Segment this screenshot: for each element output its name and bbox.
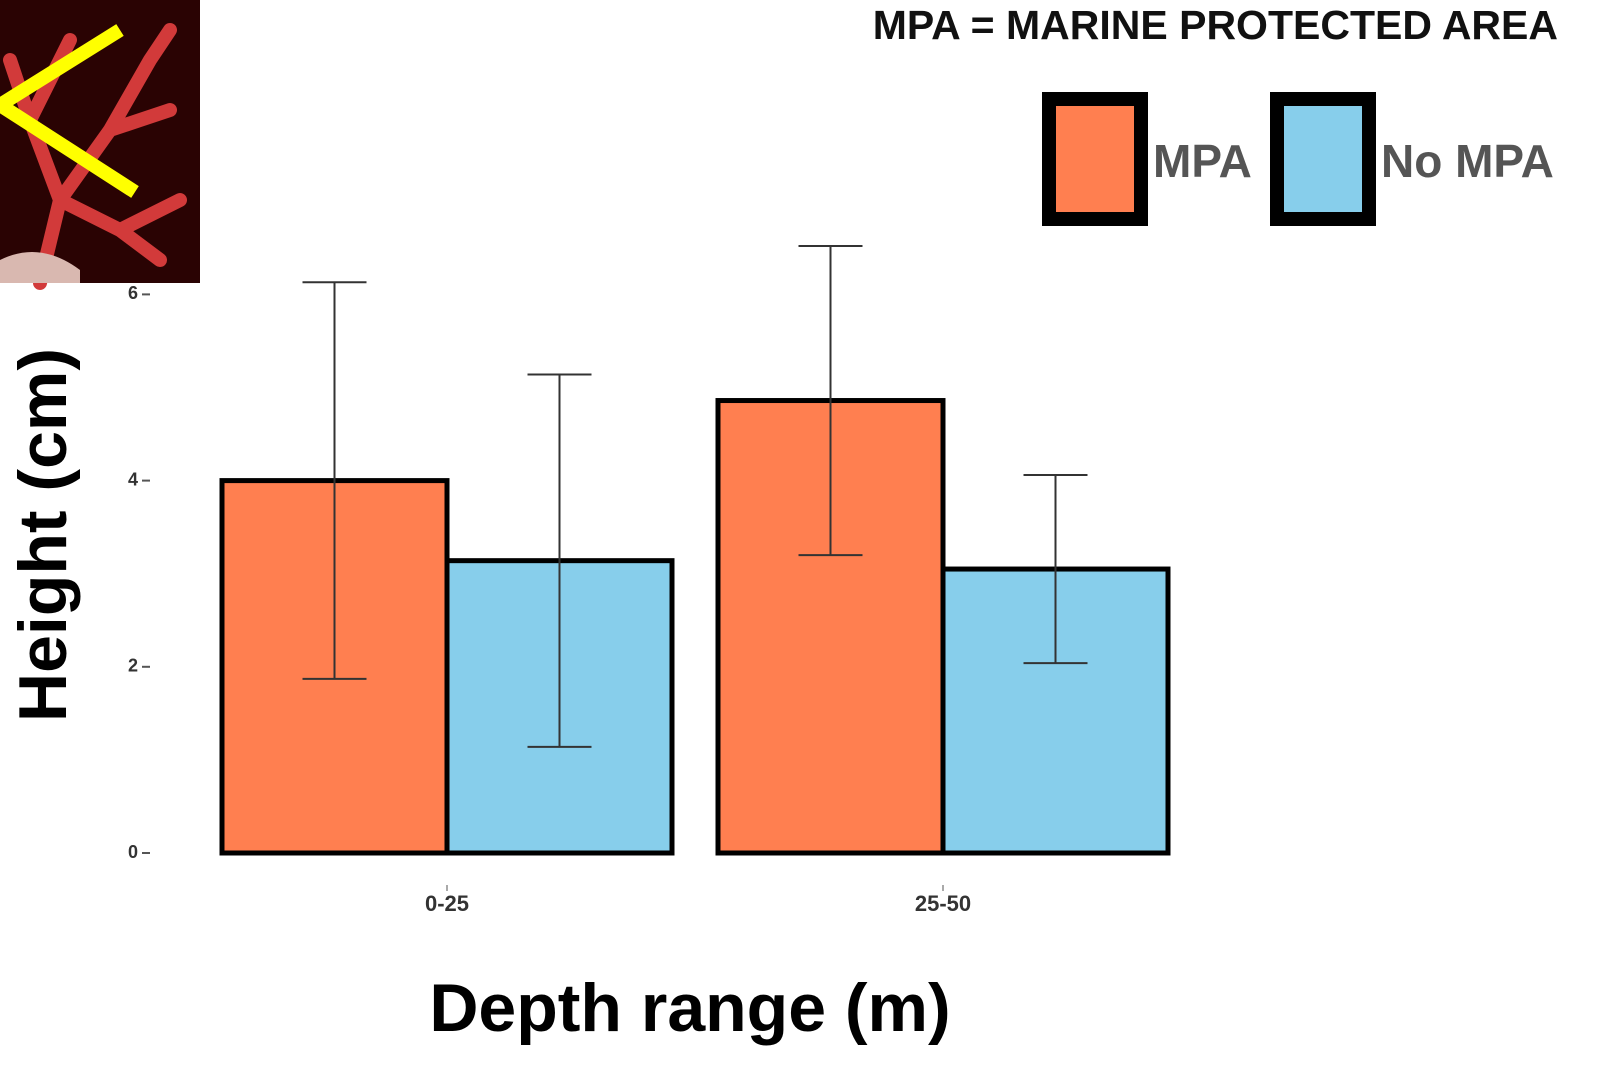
legend-label: No MPA: [1381, 135, 1554, 187]
legend-swatch: [1270, 92, 1376, 226]
y-tick-label: 2: [128, 656, 138, 676]
error-bar: [1023, 474, 1088, 665]
x-tick-label: 25-50: [915, 891, 971, 916]
error-bar: [302, 281, 367, 680]
error-bar: [527, 373, 592, 748]
y-axis-label: Height (cm): [5, 348, 81, 722]
chart-title: MPA = MARINE PROTECTED AREA: [873, 2, 1558, 48]
x-axis-label: Depth range (m): [429, 970, 950, 1046]
y-tick-label: 6: [128, 283, 138, 303]
legend-swatch: [1042, 92, 1148, 226]
legend-label: MPA: [1153, 135, 1252, 187]
y-tick-label: 4: [128, 469, 138, 489]
error-bar: [798, 244, 863, 557]
x-tick-label: 0-25: [425, 891, 469, 916]
coral-photo: [0, 0, 200, 290]
y-tick-label: 0: [128, 842, 138, 862]
